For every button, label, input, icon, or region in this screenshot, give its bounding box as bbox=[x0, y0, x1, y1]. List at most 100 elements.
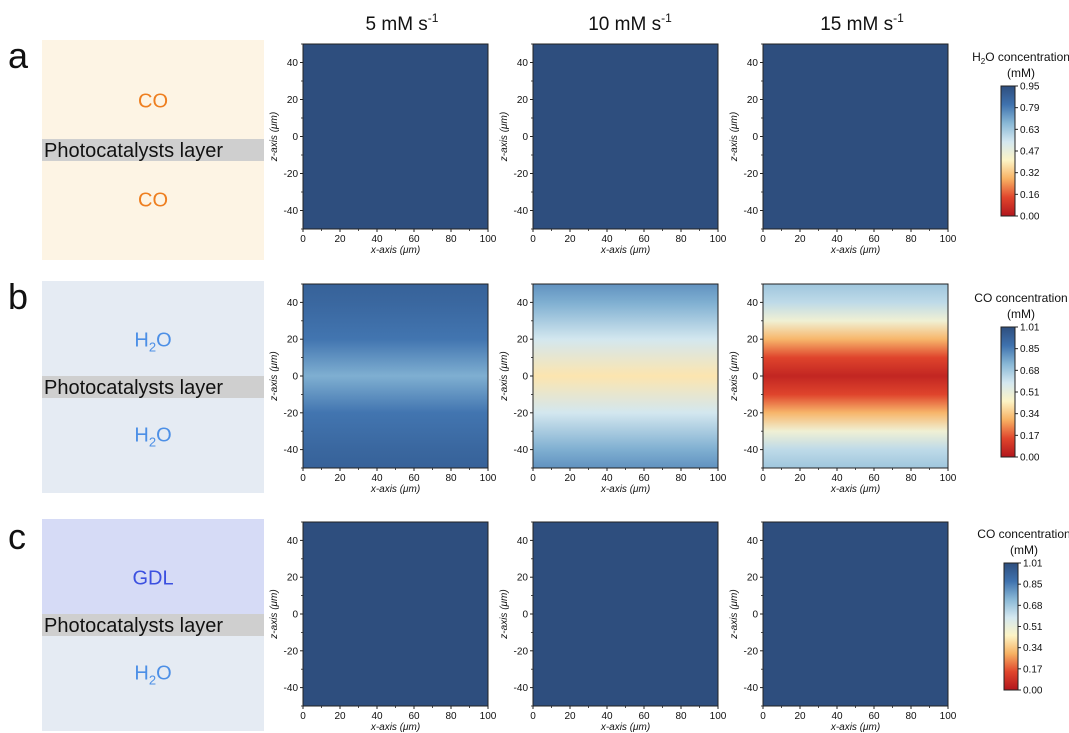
x-axis-label: x-axis (μm) bbox=[370, 722, 420, 733]
heatmap-field bbox=[533, 522, 718, 706]
y-tick-label: 40 bbox=[747, 58, 759, 69]
schematic-a: Photocatalysts layer CO CO bbox=[42, 40, 264, 260]
x-axis-label: x-axis (μm) bbox=[600, 245, 650, 256]
x-tick-label: 80 bbox=[445, 711, 457, 722]
colorbar-tick-label: 0.16 bbox=[1020, 190, 1040, 201]
y-axis-label: z-axis (μm) bbox=[729, 351, 740, 401]
y-tick-label: -40 bbox=[284, 445, 299, 456]
x-tick-label: 40 bbox=[371, 711, 383, 722]
y-tick-label: -40 bbox=[284, 206, 299, 217]
colorbar-tick-label: 0.34 bbox=[1020, 409, 1040, 420]
x-tick-label: 80 bbox=[445, 473, 457, 484]
panel-letter-a: a bbox=[8, 35, 29, 76]
colorbar-b: 1.01 0.85 0.68 0.51 0.34 0.17 0.00 CO concentra… bbox=[974, 291, 1067, 464]
colorbar-scale bbox=[1000, 85, 1016, 217]
x-tick-label: 20 bbox=[334, 473, 346, 484]
y-tick-label: -20 bbox=[284, 408, 299, 419]
species-label-top: CO bbox=[138, 91, 168, 113]
heatmap-field bbox=[303, 44, 488, 229]
y-tick-label: 20 bbox=[747, 335, 759, 346]
x-tick-label: 20 bbox=[564, 234, 576, 245]
y-tick-label: 20 bbox=[517, 95, 529, 106]
photocatalyst-layer-band bbox=[42, 139, 264, 161]
x-tick-label: 40 bbox=[371, 234, 383, 245]
x-tick-label: 60 bbox=[638, 234, 650, 245]
x-axis-label: x-axis (μm) bbox=[370, 484, 420, 495]
y-tick-label: 40 bbox=[287, 536, 299, 547]
x-axis-label: x-axis (μm) bbox=[830, 484, 880, 495]
y-axis-label: z-axis (μm) bbox=[269, 351, 280, 401]
colorbar-title-line: (mM) bbox=[1010, 543, 1038, 557]
x-tick-label: 40 bbox=[601, 711, 613, 722]
heatmap-panel-a-3: 40 20 0 -20 -40 0 20 40 60 80 100 x-axis (μm) z-axis… bbox=[729, 43, 957, 256]
y-tick-label: -20 bbox=[744, 408, 759, 419]
colorbar-a: 0.95 0.79 0.63 0.47 0.32 0.16 0.00 H2O concentr… bbox=[972, 50, 1069, 223]
x-tick-label: 60 bbox=[408, 711, 420, 722]
x-tick-label: 80 bbox=[445, 234, 457, 245]
x-tick-label: 80 bbox=[905, 234, 917, 245]
x-tick-label: 40 bbox=[371, 473, 383, 484]
x-tick-label: 40 bbox=[601, 473, 613, 484]
heatmap-panel-a-2: 40 20 0 -20 -40 0 20 40 60 80 100 x-axis (μm) z-axis… bbox=[499, 43, 727, 256]
colorbar-tick-label: 0.85 bbox=[1020, 344, 1040, 355]
heatmap-panel-a-1: 40 20 0 -20 -40 0 20 40 60 80 100 x-axis (μm) z-axis… bbox=[269, 43, 497, 256]
x-tick-label: 60 bbox=[408, 234, 420, 245]
x-tick-label: 80 bbox=[675, 711, 687, 722]
x-tick-label: 40 bbox=[831, 473, 843, 484]
schematic-b: Photocatalysts layer H2O H2O bbox=[42, 281, 264, 493]
y-tick-label: 20 bbox=[287, 95, 299, 106]
x-tick-label: 100 bbox=[710, 234, 727, 245]
y-tick-label: -20 bbox=[514, 408, 529, 419]
x-tick-label: 100 bbox=[710, 711, 727, 722]
y-tick-label: 0 bbox=[292, 610, 298, 621]
x-tick-label: 40 bbox=[601, 234, 613, 245]
x-tick-label: 60 bbox=[868, 234, 880, 245]
x-tick-label: 80 bbox=[905, 711, 917, 722]
colorbar-tick-label: 0.47 bbox=[1020, 147, 1040, 158]
x-tick-label: 100 bbox=[710, 473, 727, 484]
colorbar-tick-label: 0.95 bbox=[1020, 82, 1040, 93]
colorbar-tick-label: 0.68 bbox=[1023, 601, 1043, 612]
y-tick-label: 20 bbox=[747, 95, 759, 106]
x-tick-label: 20 bbox=[334, 234, 346, 245]
y-axis-label: z-axis (μm) bbox=[269, 589, 280, 639]
y-tick-label: -40 bbox=[744, 683, 759, 694]
y-tick-label: 40 bbox=[517, 536, 529, 547]
y-tick-label: -40 bbox=[514, 683, 529, 694]
x-tick-label: 0 bbox=[300, 711, 306, 722]
y-tick-label: -20 bbox=[514, 646, 529, 657]
y-tick-label: 20 bbox=[287, 335, 299, 346]
y-tick-label: -40 bbox=[514, 445, 529, 456]
x-tick-label: 0 bbox=[530, 711, 536, 722]
heatmap-panel-b-2: 40 20 0 -20 -40 0 20 40 60 80 100 x-axis (μm) z-axis… bbox=[499, 283, 727, 495]
schematic-c: Photocatalysts layer GDL H2O bbox=[42, 519, 264, 731]
species-label-bottom: H2O bbox=[134, 663, 171, 688]
y-tick-label: -20 bbox=[284, 646, 299, 657]
y-axis-label: z-axis (μm) bbox=[729, 112, 740, 162]
y-tick-label: 40 bbox=[517, 58, 529, 69]
x-tick-label: 0 bbox=[760, 711, 766, 722]
column-header-1: 5 mM s-1 bbox=[366, 11, 439, 35]
colorbar-tick-label: 0.00 bbox=[1020, 453, 1040, 464]
x-tick-label: 60 bbox=[408, 473, 420, 484]
colorbar-tick-label: 0.63 bbox=[1020, 125, 1040, 136]
x-tick-label: 0 bbox=[760, 473, 766, 484]
y-tick-label: 40 bbox=[747, 298, 759, 309]
x-tick-label: 80 bbox=[905, 473, 917, 484]
x-tick-label: 20 bbox=[794, 711, 806, 722]
colorbar-title-line: (mM) bbox=[1007, 307, 1035, 321]
heatmap-field bbox=[763, 284, 948, 468]
y-tick-label: -20 bbox=[744, 646, 759, 657]
heatmap-panel-b-3: 40 20 0 -20 -40 0 20 40 60 80 100 x-axis (μm) z-axis… bbox=[729, 283, 957, 495]
heatmap-field bbox=[763, 522, 948, 706]
y-tick-label: -40 bbox=[514, 206, 529, 217]
x-tick-label: 60 bbox=[638, 473, 650, 484]
x-tick-label: 60 bbox=[868, 711, 880, 722]
x-tick-label: 100 bbox=[940, 473, 957, 484]
x-tick-label: 20 bbox=[794, 234, 806, 245]
colorbar-tick-label: 0.32 bbox=[1020, 168, 1040, 179]
y-tick-label: 0 bbox=[522, 610, 528, 621]
colorbar-title-line: CO concentration bbox=[977, 527, 1069, 541]
